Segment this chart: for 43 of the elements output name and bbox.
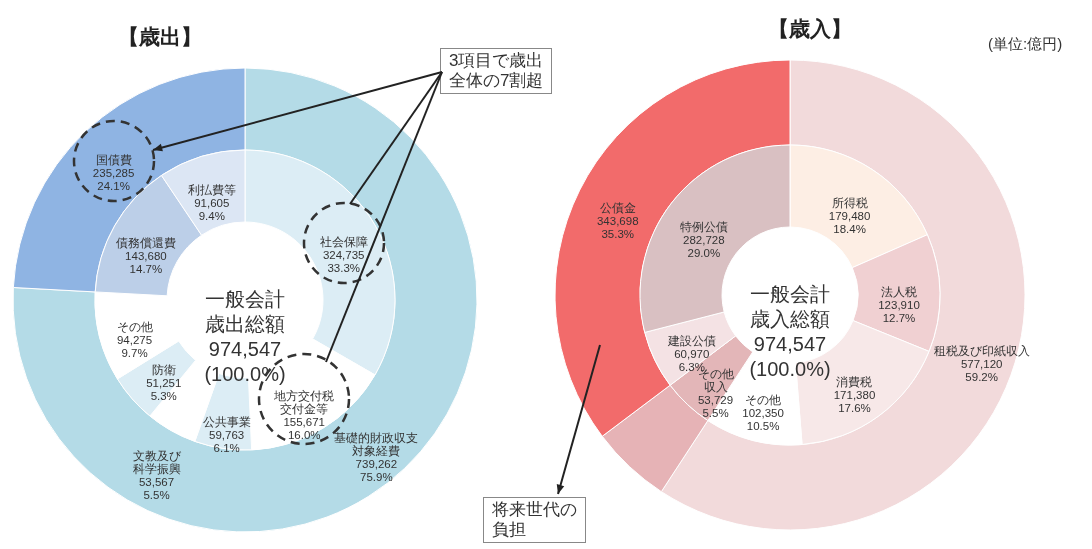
data-label: 53,567 5.5% xyxy=(138,475,175,501)
slice-label: 所得税 xyxy=(831,196,868,209)
slice-label: 公共事業 xyxy=(202,415,251,428)
slice-label: 租税及び印紙収入 xyxy=(933,344,1030,358)
data-label: 51,251 5.3% xyxy=(146,377,182,403)
data-label: 102,350 10.5% xyxy=(742,406,784,432)
slice-label: 文教及び科学振興 xyxy=(132,448,182,475)
text: 一般会計歳入総額 974,547 (100.0%) xyxy=(749,283,831,380)
slice-label: 社会保障 xyxy=(319,234,368,248)
slice-label: 特例公債 xyxy=(679,221,728,234)
text: 一般会計歳出総額 974,547 (100.0%) xyxy=(204,288,286,385)
data-label: 282,728 29.0% xyxy=(683,234,725,260)
slice-label: 公債金 xyxy=(599,202,636,215)
data-label: 53,729 5.5% xyxy=(697,393,734,419)
slice-label: 国債費 xyxy=(95,154,132,167)
data-label: 91,605 9.4% xyxy=(194,196,230,222)
data-label: 324,735 33.3% xyxy=(322,248,365,274)
slice-label: 防衛 xyxy=(151,364,176,377)
slice-label: 法人税 xyxy=(880,286,917,299)
data-label: 143,680 14.7% xyxy=(125,249,167,275)
text: 将来世代の負担 xyxy=(483,497,586,543)
slice-label: 利払費等 xyxy=(187,183,236,196)
data-label: 577,120 59.2% xyxy=(960,358,1003,384)
text: 3項目で歳出全体の7割超 xyxy=(440,48,553,94)
data-label: 59,763 6.1% xyxy=(209,428,245,454)
chart-title: 【歳入】 xyxy=(768,17,852,40)
slice-label: 消費税 xyxy=(836,375,873,388)
slice-label: その他 xyxy=(116,321,153,335)
slice-label: その他 xyxy=(745,393,782,407)
data-label: 171,380 17.6% xyxy=(833,388,876,414)
slice-label: 基礎的財政収支対象経費 xyxy=(334,431,419,457)
data-label: 235,285 24.1% xyxy=(92,167,135,193)
data-label: 179,480 18.4% xyxy=(828,209,871,235)
slice-label: 債務償還費 xyxy=(115,236,176,249)
data-label: 343,698 35.3% xyxy=(596,215,639,241)
data-label: 94,275 9.7% xyxy=(116,334,153,360)
chart-title: 【歳出】 xyxy=(118,25,202,48)
slice-label: 地方交付税交付金等 xyxy=(273,389,335,416)
data-label: 155,671 16.0% xyxy=(283,416,325,442)
data-label: 123,910 12.7% xyxy=(878,299,920,325)
data-label: 739,262 75.9% xyxy=(355,457,398,483)
text: (単位:億円) xyxy=(988,34,1063,54)
slice-label: 建設公債 xyxy=(666,335,716,348)
